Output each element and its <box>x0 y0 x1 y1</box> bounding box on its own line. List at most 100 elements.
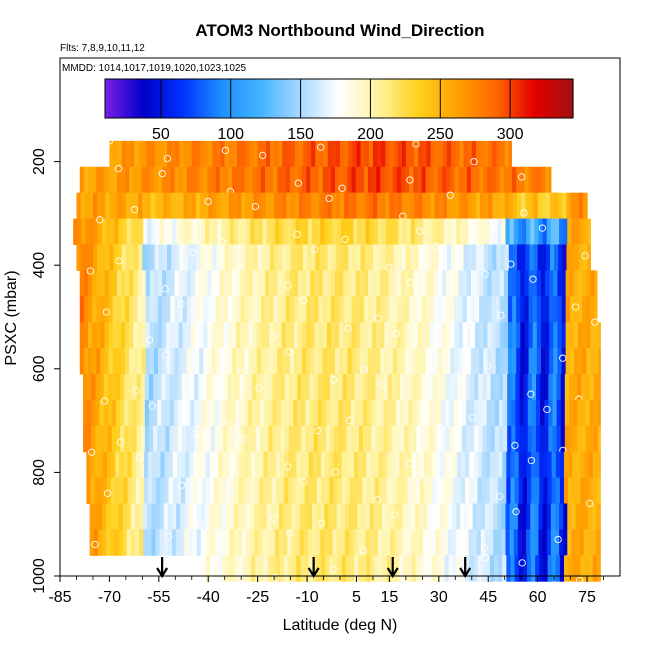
heatmap-cell <box>204 140 209 168</box>
heatmap-cell <box>127 451 133 479</box>
heatmap-cell <box>229 529 235 556</box>
heatmap-cell <box>248 166 254 194</box>
heatmap-cell <box>447 140 452 168</box>
heatmap-cell <box>517 503 523 530</box>
heatmap-cell <box>274 244 279 271</box>
heatmap-cell <box>215 322 221 349</box>
heatmap-cell <box>587 503 593 530</box>
heatmap-cell <box>544 399 549 427</box>
colorbar-cell <box>454 79 459 118</box>
heatmap-cell <box>466 296 472 323</box>
colorbar-cell <box>475 79 480 118</box>
heatmap-cell <box>423 529 428 556</box>
heatmap-cell <box>300 477 306 504</box>
heatmap-cell <box>214 425 220 453</box>
heatmap-cell <box>462 296 468 323</box>
heatmap-cell <box>414 140 419 168</box>
heatmap-cell <box>134 529 140 556</box>
heatmap-cell <box>431 529 437 556</box>
heatmap-cell <box>212 192 218 220</box>
heatmap-cell <box>93 503 99 530</box>
heatmap-cell <box>517 192 522 220</box>
heatmap-cell <box>174 166 180 194</box>
heatmap-cell <box>563 529 568 556</box>
heatmap-cell <box>83 348 89 375</box>
heatmap-cell <box>420 373 426 401</box>
heatmap-cell <box>92 348 97 375</box>
heatmap-cell <box>498 425 504 453</box>
heatmap-cell <box>574 192 580 220</box>
colorbar-cell <box>443 79 448 118</box>
heatmap-cell <box>527 399 533 427</box>
heatmap-cell <box>368 192 374 220</box>
heatmap-cell <box>277 270 283 297</box>
heatmap-cell <box>512 348 517 375</box>
heatmap-layer <box>89 499 601 530</box>
heatmap-cell <box>532 296 538 323</box>
heatmap-cell <box>380 322 386 349</box>
heatmap-cell <box>531 451 536 479</box>
heatmap-cell <box>264 425 269 453</box>
heatmap-cell <box>470 425 475 453</box>
colorbar-cell <box>479 79 484 118</box>
observation-point <box>576 576 584 585</box>
heatmap-cell <box>173 425 179 453</box>
heatmap-cell <box>254 218 260 245</box>
heatmap-cell <box>364 192 370 220</box>
heatmap-cell <box>294 192 300 220</box>
heatmap-cell <box>359 296 365 323</box>
heatmap-cell <box>344 503 350 530</box>
heatmap-cell <box>186 166 192 194</box>
heatmap-cell <box>100 296 106 323</box>
heatmap-cell <box>218 555 223 582</box>
heatmap-cell <box>387 373 393 401</box>
colorbar-cell <box>299 79 304 118</box>
heatmap-cell <box>494 425 500 453</box>
heatmap-cell <box>142 140 148 168</box>
heatmap-cell <box>335 244 341 271</box>
heatmap-layer <box>79 318 601 349</box>
heatmap-cell <box>204 503 210 530</box>
heatmap-cell <box>116 373 121 401</box>
heatmap-cell <box>246 477 252 504</box>
observation-point <box>344 324 352 333</box>
heatmap-cell <box>452 503 457 530</box>
heatmap-cell <box>578 270 583 297</box>
heatmap-cell <box>375 425 381 453</box>
heatmap-cell <box>559 503 564 530</box>
heatmap-cell <box>249 244 255 271</box>
heatmap-cell <box>558 244 563 271</box>
heatmap-cell <box>532 166 538 194</box>
heatmap-cell <box>320 218 325 245</box>
colorbar-cell <box>263 79 268 118</box>
heatmap-cell <box>271 555 277 582</box>
heatmap-cell <box>225 503 231 530</box>
heatmap-cell <box>349 451 355 479</box>
heatmap-cell <box>598 348 601 375</box>
heatmap-cell <box>143 218 148 245</box>
observation-point <box>317 519 325 527</box>
heatmap-cell <box>326 348 332 375</box>
heatmap-cell <box>181 373 187 401</box>
colorbar-cell <box>483 79 488 118</box>
colorbar-cell <box>497 79 502 118</box>
heatmap-cell <box>493 503 498 530</box>
observation-point <box>100 397 109 405</box>
heatmap-cell <box>458 322 464 349</box>
heatmap-cell <box>525 244 531 271</box>
heatmap-cell <box>343 322 349 349</box>
heatmap-cell <box>166 296 171 323</box>
heatmap-cell <box>446 270 451 297</box>
heatmap-cell <box>489 529 494 556</box>
heatmap-cell <box>364 244 370 271</box>
heatmap-cell <box>344 140 349 168</box>
heatmap-cell <box>585 425 591 453</box>
heatmap-cell <box>432 555 437 582</box>
heatmap-cell <box>250 218 255 245</box>
heatmap-cell <box>419 503 424 530</box>
heatmap-cell <box>148 477 153 504</box>
heatmap-cell <box>192 218 198 245</box>
heatmap-cell <box>414 529 420 556</box>
heatmap-cell <box>186 425 191 453</box>
heatmap-cell <box>316 529 321 556</box>
